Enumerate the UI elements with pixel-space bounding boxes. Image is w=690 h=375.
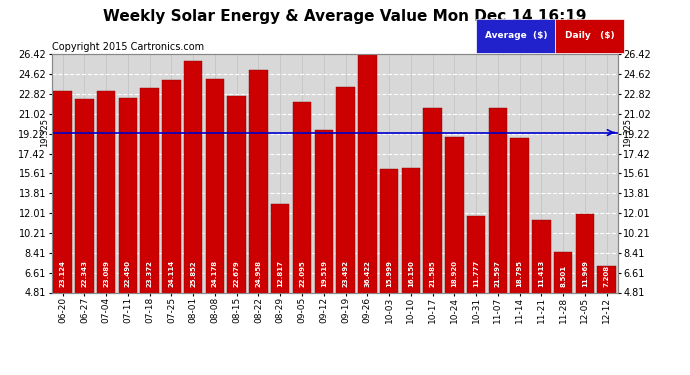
Bar	[358, 0, 377, 345]
Text: 22.343: 22.343	[81, 260, 88, 287]
Text: 22.679: 22.679	[234, 260, 239, 287]
Bar	[575, 214, 594, 345]
Bar	[293, 102, 311, 345]
Bar	[467, 216, 485, 345]
Text: 21.597: 21.597	[495, 260, 501, 287]
Bar	[249, 70, 268, 345]
Bar	[402, 168, 420, 345]
Bar	[532, 220, 551, 345]
Bar	[424, 108, 442, 345]
Bar	[336, 87, 355, 345]
Text: 25.852: 25.852	[190, 260, 196, 287]
Text: 18.795: 18.795	[517, 260, 522, 287]
Bar	[141, 88, 159, 345]
Text: 19.325: 19.325	[623, 118, 632, 147]
Text: 23.089: 23.089	[103, 260, 109, 287]
Text: 19.519: 19.519	[321, 260, 327, 287]
Text: 11.777: 11.777	[473, 260, 479, 287]
Bar	[184, 61, 202, 345]
Text: 24.178: 24.178	[212, 260, 218, 287]
Text: Copyright 2015 Cartronics.com: Copyright 2015 Cartronics.com	[52, 42, 204, 52]
Text: 23.124: 23.124	[59, 260, 66, 287]
Text: 15.999: 15.999	[386, 260, 392, 287]
Bar	[489, 108, 507, 345]
Bar	[162, 80, 181, 345]
Bar	[53, 91, 72, 345]
Text: 18.920: 18.920	[451, 260, 457, 287]
Bar	[554, 252, 573, 345]
Text: 16.150: 16.150	[408, 260, 414, 287]
Text: 23.372: 23.372	[147, 260, 152, 287]
Text: 22.095: 22.095	[299, 260, 305, 287]
Text: 11.969: 11.969	[582, 260, 588, 287]
Text: 24.114: 24.114	[168, 260, 175, 287]
Bar	[445, 137, 464, 345]
Text: 19.325: 19.325	[41, 118, 50, 147]
Text: 24.958: 24.958	[255, 260, 262, 287]
Text: 23.492: 23.492	[342, 260, 348, 287]
Text: 8.501: 8.501	[560, 265, 566, 287]
Bar	[75, 99, 94, 345]
Text: 7.208: 7.208	[604, 265, 610, 287]
Text: 12.817: 12.817	[277, 260, 284, 287]
Text: Average  ($): Average ($)	[484, 31, 547, 40]
Text: 36.422: 36.422	[364, 260, 371, 287]
Bar	[206, 79, 224, 345]
Bar	[119, 98, 137, 345]
Text: Daily   ($): Daily ($)	[565, 31, 615, 40]
Bar	[97, 91, 115, 345]
Text: Weekly Solar Energy & Average Value Mon Dec 14 16:19: Weekly Solar Energy & Average Value Mon …	[104, 9, 586, 24]
Bar	[380, 169, 398, 345]
Bar	[271, 204, 290, 345]
Bar	[598, 266, 616, 345]
Text: 11.413: 11.413	[538, 260, 544, 287]
Text: 22.490: 22.490	[125, 260, 131, 287]
Bar	[511, 138, 529, 345]
Bar	[315, 130, 333, 345]
Text: 21.585: 21.585	[430, 260, 435, 287]
Bar	[228, 96, 246, 345]
